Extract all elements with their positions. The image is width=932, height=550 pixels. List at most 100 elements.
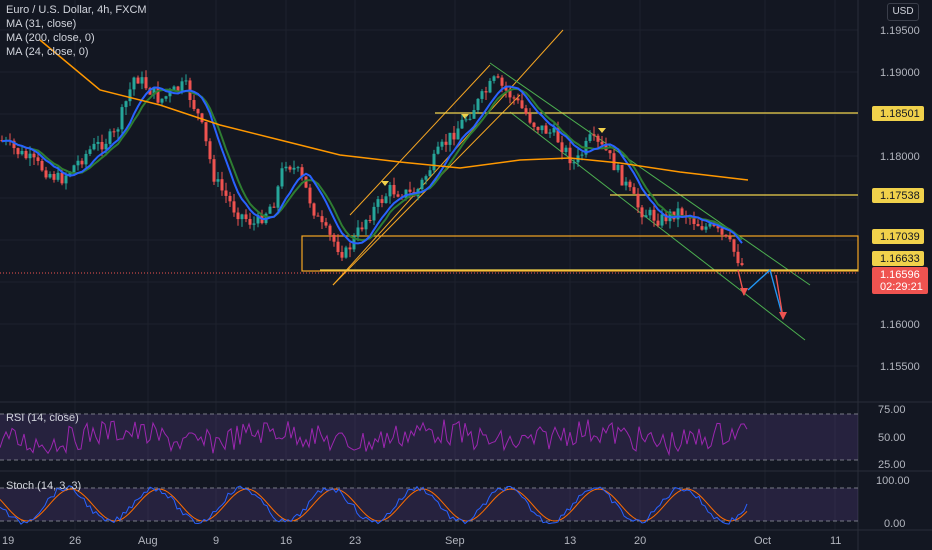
candle-body: [72, 165, 76, 173]
candle-body: [44, 170, 48, 178]
time-axis[interactable]: 19 26 Aug 9 16 23 Sep 13 20 Oct 11: [2, 535, 841, 547]
candle-body: [520, 100, 524, 109]
time-label: 19: [2, 535, 14, 547]
indicator-legend-ma24[interactable]: MA (24, close, 0): [6, 46, 89, 58]
indicator-legend-ma31[interactable]: MA (31, close): [6, 18, 77, 30]
chart-title[interactable]: Euro / U.S. Dollar, 4h, FXCM: [6, 4, 147, 16]
ma200-line[interactable]: [39, 39, 749, 181]
candle-body: [308, 187, 312, 204]
candle-body: [112, 131, 116, 133]
rsi-series[interactable]: [0, 419, 748, 457]
candle-body: [56, 172, 60, 180]
candle-body: [32, 153, 36, 158]
candle-body: [492, 76, 496, 81]
candle-body: [256, 214, 260, 224]
candle-body: [636, 193, 640, 208]
descending-channel-upper[interactable]: [489, 62, 811, 286]
time-label: 26: [69, 535, 81, 547]
candle-body: [344, 247, 348, 258]
candle-body: [132, 77, 136, 90]
rsi-line[interactable]: [0, 419, 748, 457]
candle-body: [148, 88, 152, 95]
candle-body: [648, 209, 652, 216]
stoch-legend[interactable]: Stoch (14, 3, 3): [6, 480, 82, 492]
marker-triangle-icon: [461, 114, 469, 119]
candle-body: [52, 173, 56, 180]
candle-body: [444, 141, 448, 145]
current-price-tag: [872, 267, 928, 294]
range-box[interactable]: [301, 235, 859, 272]
candle-body: [524, 108, 528, 114]
candle-body: [224, 190, 228, 196]
candle-body: [580, 154, 584, 156]
candle-body: [20, 150, 24, 155]
candle-body: [568, 147, 572, 164]
candle-body: [128, 89, 132, 102]
candle-body: [108, 131, 112, 144]
candle-body: [696, 224, 700, 227]
candle-body: [360, 227, 364, 230]
candle-body: [40, 160, 44, 171]
level-tag-label: 1.17538: [880, 190, 920, 202]
stoch-lines[interactable]: [0, 485, 748, 525]
candle-body: [236, 212, 240, 220]
stoch-d-series[interactable]: [0, 488, 748, 522]
stoch-k-series[interactable]: [0, 485, 748, 525]
candle-body: [332, 234, 336, 242]
ma31-line[interactable]: [1, 85, 743, 245]
projection-arrow-red-2[interactable]: [775, 274, 784, 319]
candle-body: [624, 181, 628, 186]
candle-body: [220, 179, 224, 191]
candle-body: [160, 98, 164, 103]
candle-body: [164, 96, 168, 99]
candle-body: [460, 119, 464, 129]
moving-averages[interactable]: [1, 39, 749, 245]
candlestick-series[interactable]: [0, 70, 744, 267]
price-tick: 1.15500: [880, 361, 920, 373]
ascending-channel-mid[interactable]: [349, 64, 491, 216]
stoch-band: [0, 488, 858, 521]
indicator-legend-ma200[interactable]: MA (200, close, 0): [6, 32, 95, 44]
candle-body: [252, 223, 256, 225]
candle-body: [76, 160, 80, 166]
candle-body: [300, 167, 304, 177]
candle-body: [228, 195, 232, 202]
rsi-band: [0, 414, 858, 460]
candle-body: [104, 143, 108, 150]
candle-body: [592, 134, 596, 136]
candle-body: [372, 206, 376, 221]
candle-body: [652, 209, 656, 221]
candle-body: [196, 109, 200, 114]
rsi-legend[interactable]: RSI (14, close): [6, 412, 79, 424]
current-price-label: 1.16596: [880, 269, 920, 281]
candle-body: [480, 91, 484, 99]
candle-body: [532, 122, 536, 127]
price-tick: 1.19500: [880, 25, 920, 37]
candle-body: [124, 101, 128, 108]
candle-body: [100, 141, 104, 150]
candle-body: [292, 167, 296, 170]
price-axis[interactable]: 1.19500 1.19000 1.18000 1.16000 1.15500 …: [872, 25, 928, 530]
candle-body: [60, 172, 64, 184]
level-tag-label: 1.16633: [880, 253, 920, 265]
candle-body: [724, 234, 728, 237]
candle-body: [424, 176, 428, 180]
candle-body: [304, 176, 308, 188]
candle-body: [96, 141, 100, 144]
candle-body: [380, 199, 384, 204]
candle-body: [48, 173, 52, 178]
candle-body: [296, 167, 300, 169]
drawing-tools[interactable]: [0, 29, 859, 341]
price-tick: 1.16000: [880, 319, 920, 331]
candle-body: [68, 172, 72, 176]
candle-body: [212, 159, 216, 182]
candle-body: [596, 135, 600, 142]
projection-path-blue[interactable]: [747, 268, 784, 319]
level-tag: [872, 251, 924, 266]
candle-body: [440, 141, 444, 147]
candle-body: [472, 110, 476, 119]
currency-button[interactable]: USD: [887, 3, 919, 21]
rsi-tick: 25.00: [878, 459, 906, 471]
candle-body: [28, 153, 32, 159]
